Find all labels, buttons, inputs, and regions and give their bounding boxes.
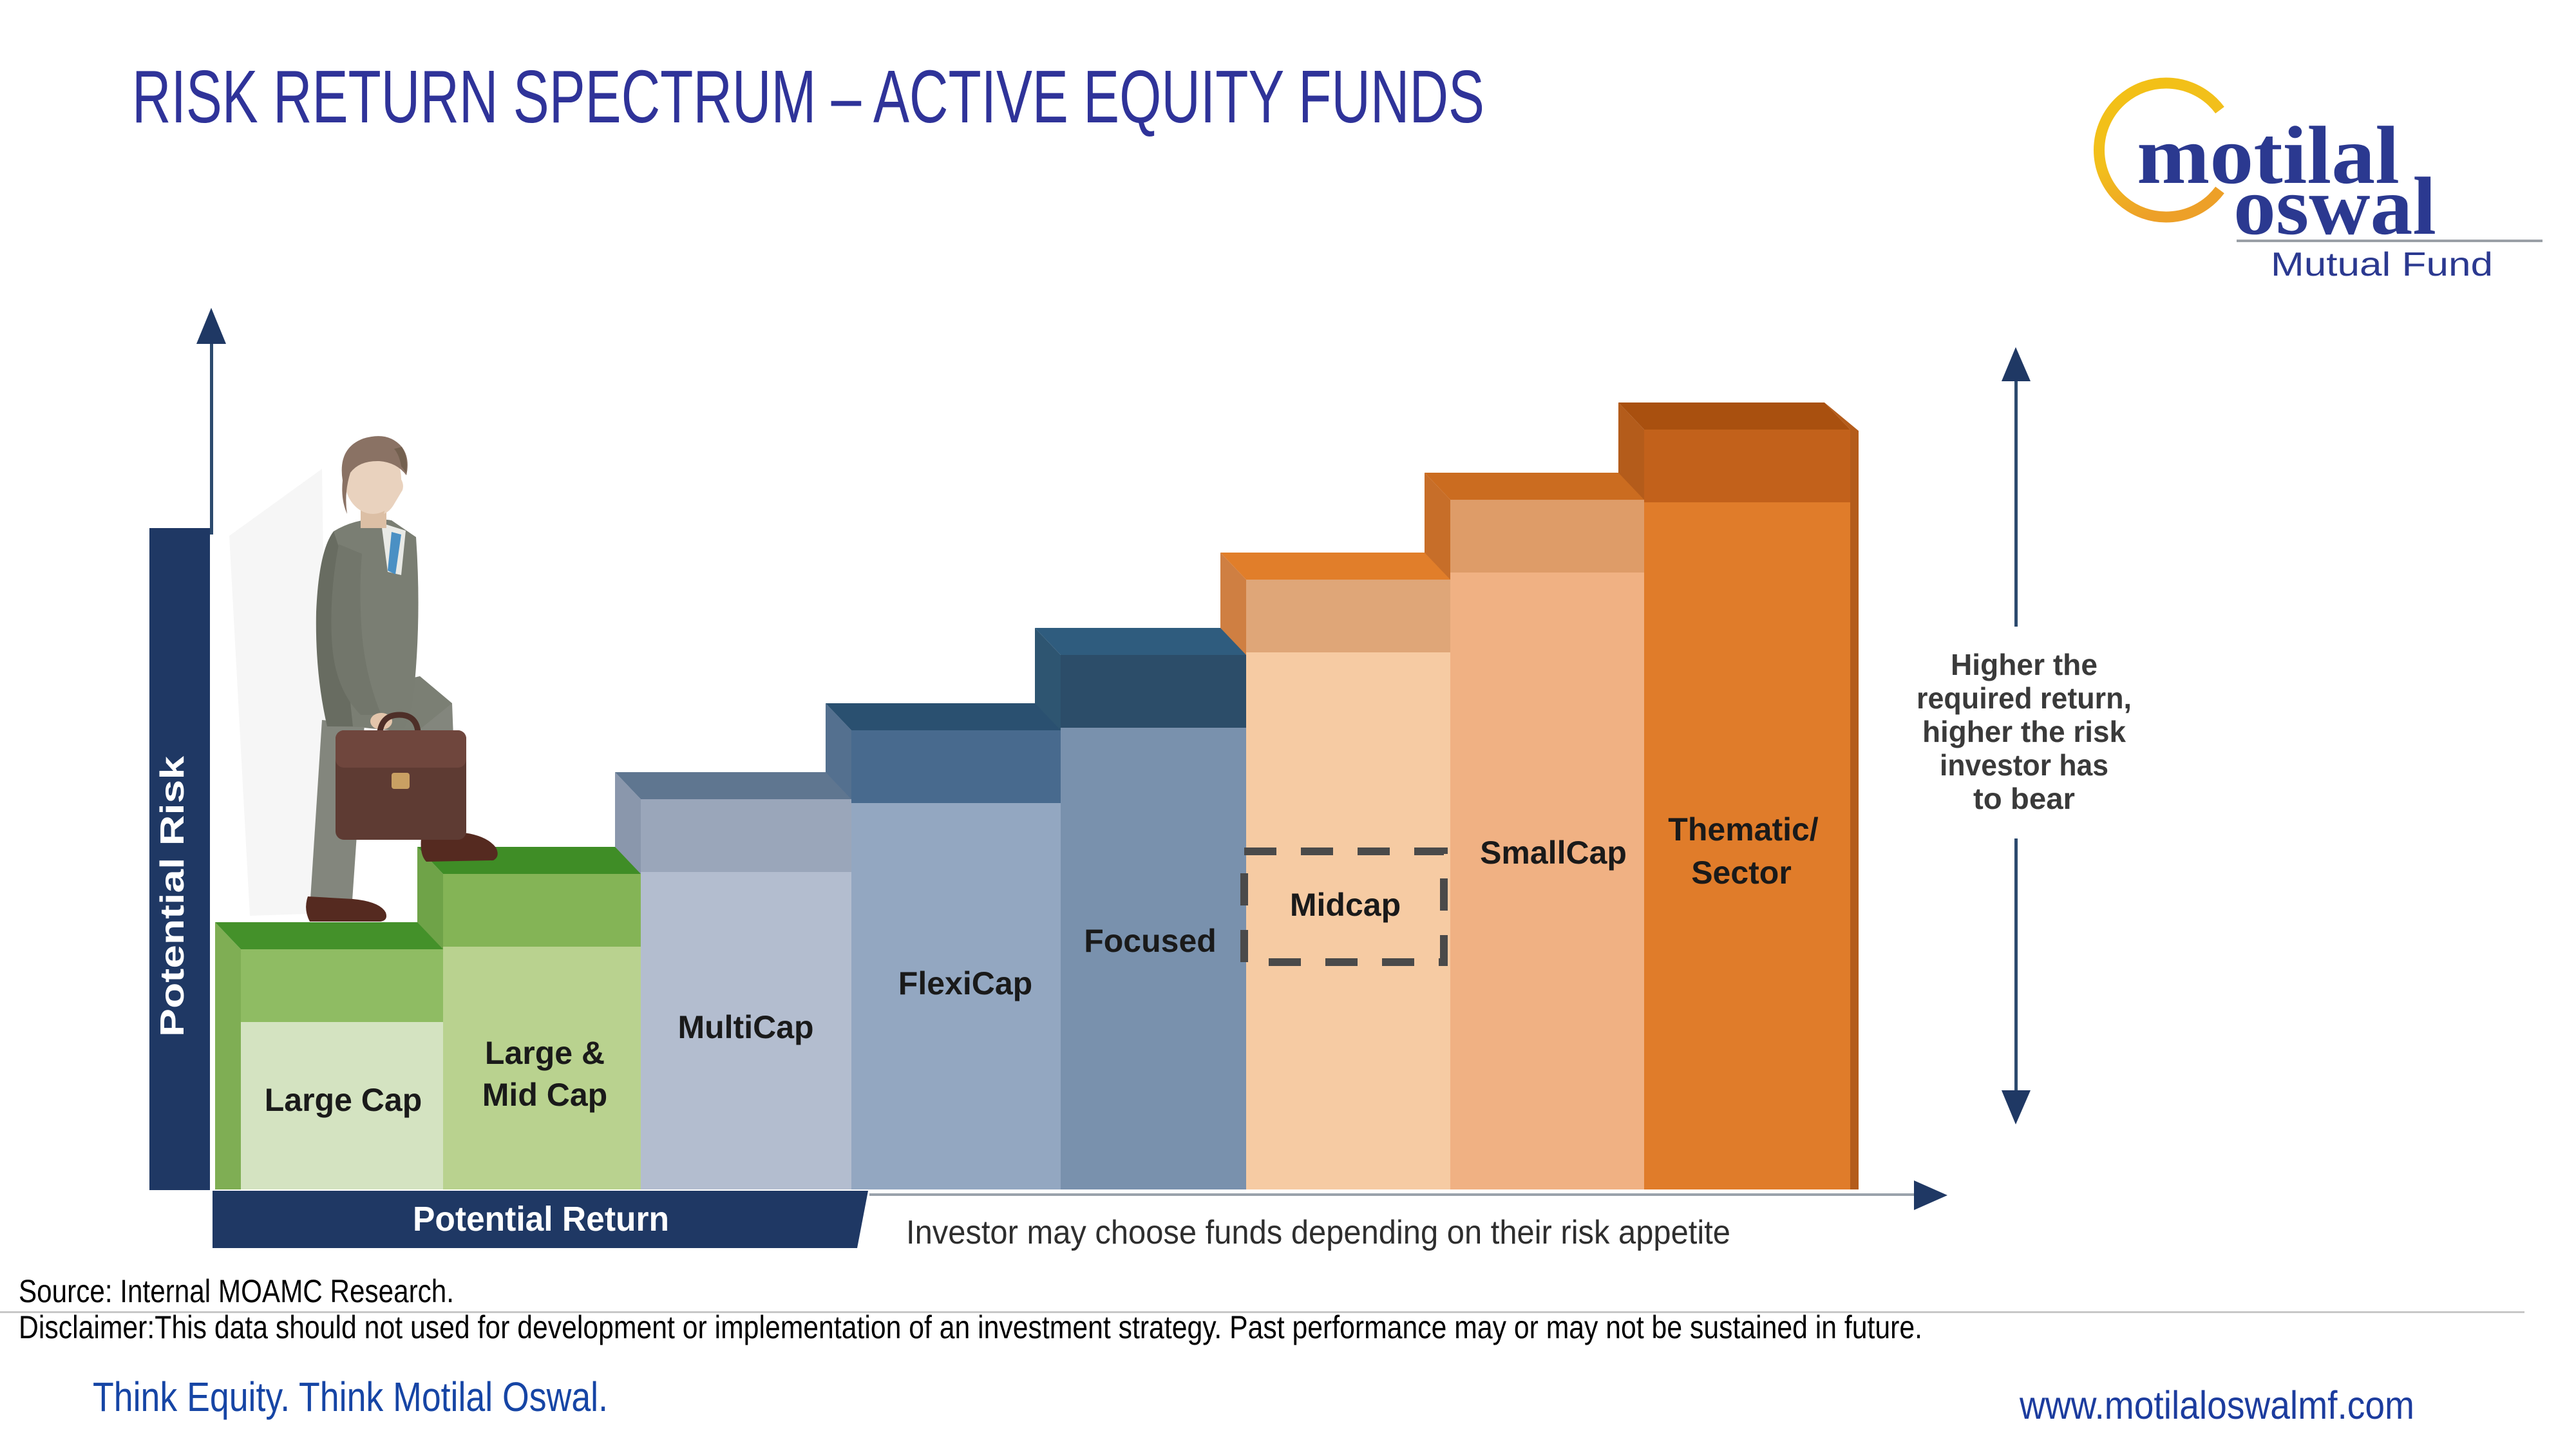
svg-text:Potential Return: Potential Return xyxy=(413,1200,669,1238)
svg-text:required return,: required return, xyxy=(1917,681,2132,715)
svg-text:investor has: investor has xyxy=(1940,748,2108,782)
svg-text:oswal: oswal xyxy=(2233,160,2436,252)
svg-text:Mutual Fund: Mutual Fund xyxy=(2271,246,2493,283)
svg-text:Focused: Focused xyxy=(1084,923,1217,959)
svg-text:Thematic/: Thematic/ xyxy=(1668,811,1819,848)
svg-text:higher the risk: higher the risk xyxy=(1922,715,2126,748)
svg-text:Large &: Large & xyxy=(485,1035,605,1071)
svg-text:Sector: Sector xyxy=(1691,855,1792,891)
svg-text:Source: Internal MOAMC Researc: Source: Internal MOAMC Research. xyxy=(19,1273,454,1309)
svg-text:RISK RETURN SPECTRUM – ACTIVE: RISK RETURN SPECTRUM – ACTIVE EQUITY FUN… xyxy=(132,55,1484,138)
svg-text:SmallCap: SmallCap xyxy=(1480,835,1627,871)
svg-text:motilal: motilal xyxy=(2137,109,2400,201)
svg-text:Midcap: Midcap xyxy=(1290,887,1401,923)
svg-text:Higher the: Higher the xyxy=(1951,648,2098,681)
svg-text:to bear: to bear xyxy=(1973,782,2075,815)
svg-text:Large Cap: Large Cap xyxy=(265,1082,422,1118)
svg-text:Potential Risk: Potential Risk xyxy=(154,756,191,1037)
svg-text:Think Equity. Think Motilal Os: Think Equity. Think Motilal Oswal. xyxy=(93,1374,608,1420)
svg-text:Investor may choose funds depe: Investor may choose funds depending on t… xyxy=(906,1214,1730,1251)
svg-text:MultiCap: MultiCap xyxy=(677,1009,813,1045)
svg-text:Mid Cap: Mid Cap xyxy=(482,1077,607,1113)
svg-text:FlexiCap: FlexiCap xyxy=(898,965,1032,1001)
svg-text:Disclaimer:This data should no: Disclaimer:This data should not used for… xyxy=(19,1309,1922,1345)
svg-text:www.motilaloswalmf.com: www.motilaloswalmf.com xyxy=(2019,1383,2414,1427)
